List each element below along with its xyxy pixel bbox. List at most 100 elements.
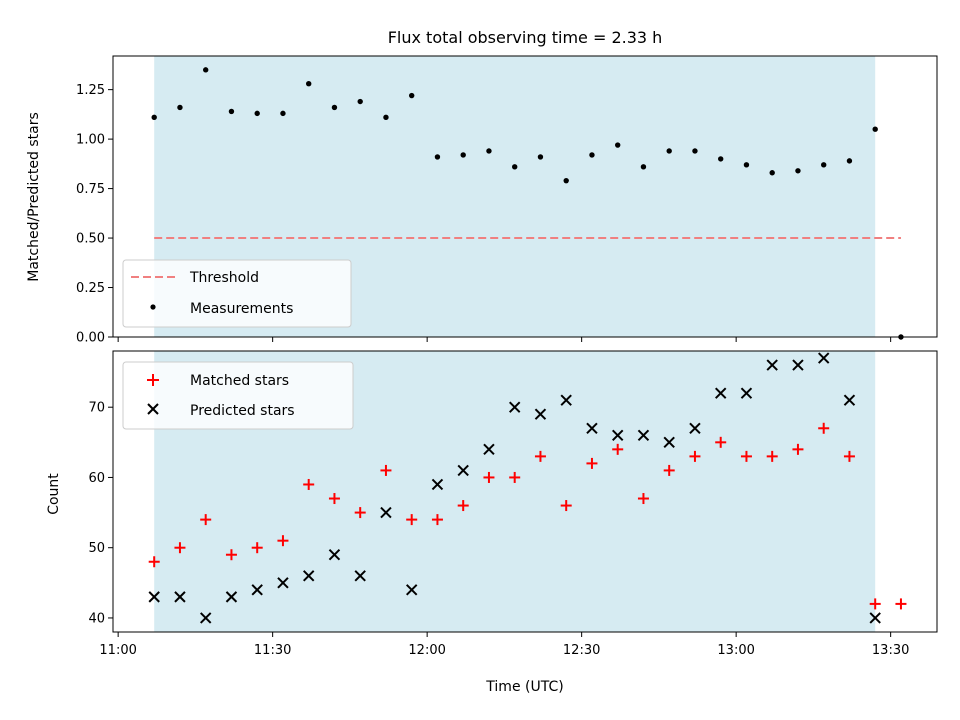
measurements-point: [846, 158, 853, 164]
predicted-stars-point: [611, 429, 624, 442]
count-y-tick-label: 40: [88, 611, 105, 626]
predicted-stars-point: [174, 591, 186, 603]
matched-stars-point: [225, 549, 237, 561]
measurements-point: [280, 110, 286, 117]
predicted-stars-point-d2: [199, 612, 212, 624]
measurements-point: [795, 168, 801, 174]
measurements-point: [692, 148, 698, 154]
predicted-stars-point-d2: [457, 464, 469, 477]
matched-stars-point: [457, 500, 469, 512]
predicted-stars-point: [560, 394, 572, 406]
predicted-stars-point-d2: [148, 591, 160, 603]
predicted-stars-legend-swatch: [147, 403, 159, 415]
matched-stars-point: [637, 493, 649, 505]
predicted-stars-point-d2: [663, 436, 675, 449]
measurements-point: [872, 126, 878, 132]
measurements-point: [666, 148, 672, 154]
measurements-point: [640, 164, 647, 170]
ratio-y-tick-label: 0.25: [76, 281, 105, 296]
measurements-point: [512, 164, 518, 170]
predicted-stars-point: [586, 422, 598, 434]
ratio-legend: Threshold Measurements: [122, 259, 352, 328]
matched-stars-point: [715, 436, 727, 448]
count-legend-box: [122, 361, 354, 430]
matched-stars-point: [740, 450, 752, 462]
measurements-point: [306, 81, 312, 87]
matched-stars-point: [431, 514, 443, 526]
matched-stars-point: [560, 500, 572, 512]
predicted-stars-point-d2: [277, 577, 289, 589]
matched-stars-point: [586, 457, 598, 469]
measurements-point: [769, 170, 775, 176]
matched-stars-point: [354, 507, 366, 519]
count-x-tick-label: 11:00: [99, 643, 136, 658]
predicted-stars-point: [740, 387, 753, 399]
count-frame: [112, 350, 938, 633]
ratio-y-axis-label: Matched/Predicted stars: [26, 112, 42, 282]
count-x-tick-label: 12:30: [563, 643, 600, 658]
measurements-point: [151, 114, 157, 121]
predicted-stars-point-d2: [302, 570, 315, 582]
predicted-stars-point: [792, 359, 804, 371]
matched-stars-point: [792, 443, 804, 455]
count-x-tick-label: 11:30: [254, 643, 291, 658]
predicted-stars-point: [225, 591, 238, 603]
predicted-stars-point: [302, 570, 315, 582]
predicted-stars-point: [199, 612, 212, 624]
predicted-stars-point-d2: [225, 591, 238, 603]
predicted-stars-point-d2: [534, 408, 547, 420]
predicted-stars-point-d2: [689, 422, 701, 434]
matched-stars-point: [869, 598, 881, 610]
predicted-stars-point-d2: [766, 359, 778, 371]
measurements-point: [434, 154, 441, 160]
predicted-stars-point-d2: [586, 422, 598, 434]
count-panel: 40 50 60 70 11:00 11:30 12:00 12:30 13:00 13:30 C…: [46, 350, 938, 695]
matched-stars-point: [895, 598, 907, 610]
measurements-point: [589, 152, 595, 158]
measurements-point: [460, 152, 466, 158]
matched-stars-point: [174, 542, 186, 554]
count-y-axis-label: Count: [46, 473, 62, 515]
ratio-legend-box: [122, 259, 352, 328]
predicted-stars-point: [508, 401, 521, 413]
measurements-point: [486, 148, 492, 154]
count-y-tick-label: 60: [88, 471, 105, 486]
predicted-stars-point: [457, 464, 469, 477]
matched-stars-point: [251, 542, 263, 554]
predicted-stars-point: [431, 478, 444, 491]
measurements-point: [383, 114, 389, 121]
ratio-y-tick-label: 0.75: [76, 182, 105, 197]
matched-stars-point: [534, 450, 546, 462]
predicted-stars-point-d2: [328, 549, 341, 561]
ratio-y-tick-label: 0.00: [76, 331, 105, 346]
matched-stars-point: [663, 464, 675, 476]
measurements-point: [357, 98, 363, 105]
predicted-stars-point-d2: [843, 394, 856, 406]
predicted-stars-point: [405, 584, 418, 596]
ratio-frame: [112, 55, 938, 338]
predicted-stars-point-d2: [508, 401, 521, 413]
predicted-stars-point: [534, 408, 547, 420]
count-x-tick-label: 12:00: [408, 643, 445, 658]
matched-stars-point: [200, 514, 212, 526]
x-axis-label: Time (UTC): [485, 679, 563, 695]
matched-stars-legend-label: Matched stars: [190, 373, 289, 389]
predicted-stars-point-d2: [637, 429, 650, 442]
predicted-stars-point: [277, 577, 289, 589]
measurements-point: [228, 108, 235, 115]
measurements-point: [563, 177, 569, 184]
predicted-stars-point: [328, 549, 341, 561]
matched-stars-point: [483, 471, 495, 483]
predicted-stars-point: [843, 394, 856, 406]
matched-stars-legend-swatch: [147, 374, 159, 386]
predicted-stars-point: [663, 436, 675, 449]
count-legend: Matched stars Predicted stars: [122, 361, 354, 430]
predicted-stars-point-d2: [611, 429, 624, 442]
matched-stars-point: [612, 443, 624, 455]
measurements-point: [718, 156, 724, 162]
count-x-tick-label: 13:00: [717, 643, 754, 658]
ratio-y-tick-label: 0.50: [76, 232, 105, 247]
measurements-point: [331, 104, 338, 111]
measurements-point: [615, 142, 621, 148]
